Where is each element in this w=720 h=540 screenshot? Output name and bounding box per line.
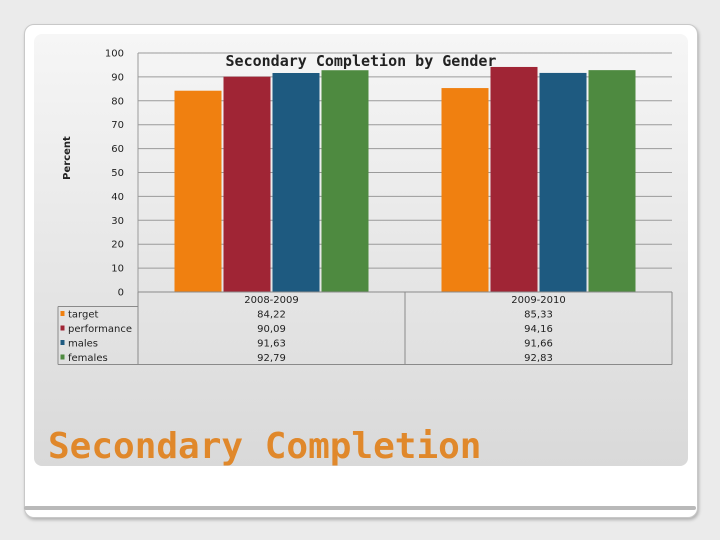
legend-label-performance: performance (68, 324, 132, 335)
data-table: 2008-2009 2009-2010 target 84,22 85,33 perfor… (57, 291, 673, 365)
chart-title: Secondary Completion by Gender (226, 52, 497, 70)
legend-label-target: target (68, 310, 98, 321)
data-label: 84,22 (257, 310, 286, 321)
bar-target-1 (441, 88, 489, 292)
bars (174, 66, 636, 293)
y-tick-labels: 0 10 20 30 40 50 60 70 80 90 100 (105, 49, 124, 299)
y-tick-label: 90 (111, 72, 124, 83)
slide-title: Secondary Completion (48, 426, 482, 467)
legend-swatch-target (60, 311, 65, 316)
y-tick-label: 20 (111, 240, 124, 251)
data-label: 92,79 (257, 353, 286, 364)
bar-females-0 (321, 70, 369, 292)
y-tick-label: 30 (111, 216, 124, 227)
bar-performance-0 (223, 76, 271, 292)
bar-females-1 (588, 70, 636, 293)
y-tick-label: 50 (111, 168, 124, 179)
bottom-rule (24, 506, 696, 510)
data-label: 92,83 (524, 353, 553, 364)
data-label: 90,09 (257, 324, 286, 335)
y-tick-label: 100 (105, 49, 124, 60)
legend-label-females: females (68, 353, 108, 364)
y-tick-label: 60 (111, 144, 124, 155)
bar-males-0 (272, 73, 320, 292)
data-label: 85,33 (524, 310, 553, 321)
y-tick-label: 80 (111, 96, 124, 107)
category-label: 2009-2010 (511, 295, 566, 306)
y-axis-title: Percent (62, 136, 73, 180)
bar-target-0 (174, 90, 222, 292)
data-label: 91,63 (257, 339, 286, 350)
legend-swatch-females (60, 354, 65, 360)
legend-swatch-males (60, 340, 65, 345)
data-label: 91,66 (524, 339, 553, 350)
data-label: 94,16 (524, 324, 553, 335)
legend-label-males: males (68, 339, 98, 350)
y-tick-label: 40 (111, 192, 124, 203)
bar-performance-1 (490, 66, 538, 292)
category-label: 2008-2009 (244, 295, 299, 306)
y-tick-label: 10 (111, 264, 124, 275)
legend-swatch-performance (60, 325, 65, 331)
y-tick-label: 70 (111, 120, 124, 131)
y-tick-label: 0 (118, 288, 124, 299)
bar-males-1 (539, 72, 587, 292)
